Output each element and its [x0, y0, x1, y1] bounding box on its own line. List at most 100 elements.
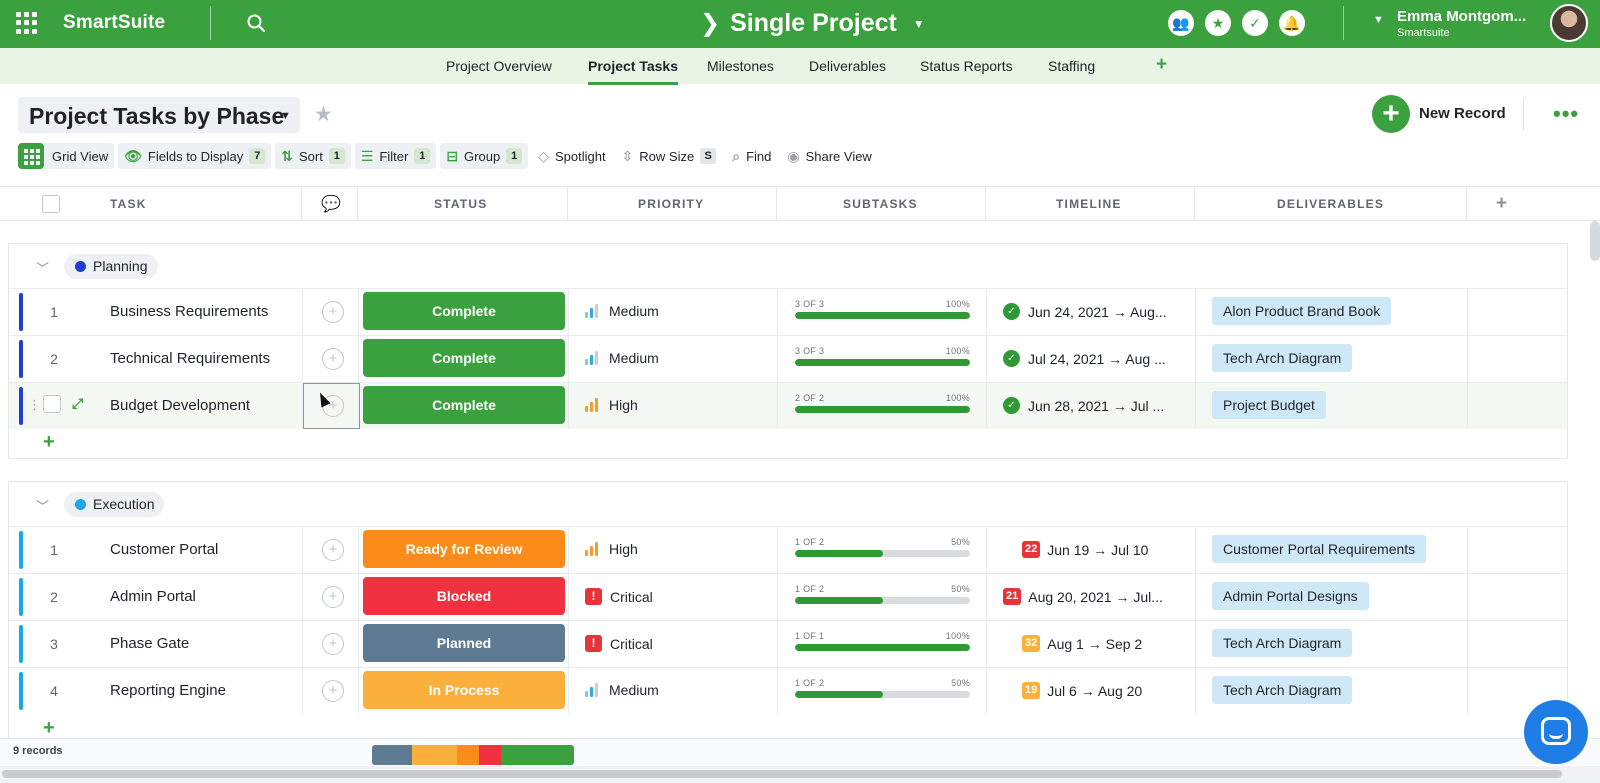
- tab-project-tasks[interactable]: Project Tasks: [588, 58, 679, 85]
- status-badge[interactable]: Complete: [363, 339, 565, 377]
- column-header-status[interactable]: STATUS: [434, 197, 488, 211]
- tab-milestones[interactable]: Milestones: [707, 58, 774, 74]
- timeline-cell[interactable]: 32 Aug 1 → Sep 2: [1022, 635, 1142, 652]
- comment-add-icon[interactable]: +: [322, 586, 344, 608]
- task-name[interactable]: Reporting Engine: [110, 682, 226, 699]
- horizontal-scrollbar[interactable]: [0, 766, 1600, 783]
- status-badge[interactable]: Blocked: [363, 577, 565, 615]
- timeline-cell[interactable]: 21 Aug 20, 2021 → Jul...: [1003, 588, 1163, 605]
- subtasks-progress[interactable]: 3 OF 3 100%: [795, 346, 970, 366]
- subtasks-progress[interactable]: 1 OF 1 100%: [795, 631, 970, 651]
- table-row[interactable]: 2 Technical Requirements + Complete Medium 3 …: [9, 335, 1567, 382]
- table-row[interactable]: 3 Phase Gate + Planned! Critical 1 OF 1 100% 32…: [9, 620, 1567, 667]
- sort-button[interactable]: ⇅ Sort 1: [275, 143, 351, 169]
- tab-staffing[interactable]: Staffing: [1048, 58, 1096, 74]
- table-row[interactable]: 1 Business Requirements + Complete Medium 3 O…: [9, 288, 1567, 335]
- deliverable-tag[interactable]: Tech Arch Diagram: [1212, 629, 1353, 657]
- group-button[interactable]: ⊟ Group 1: [440, 143, 529, 169]
- task-name[interactable]: Admin Portal: [110, 588, 196, 605]
- status-badge[interactable]: Complete: [363, 386, 565, 424]
- chat-icon[interactable]: [1524, 700, 1588, 764]
- timeline-cell[interactable]: ✓ Jun 28, 2021 → Jul ...: [1003, 397, 1164, 414]
- search-icon[interactable]: [246, 13, 266, 33]
- view-selector[interactable]: Project Tasks by Phase ▼: [18, 97, 300, 133]
- table-row[interactable]: 1 Customer Portal + Ready for Review High 1 O…: [9, 526, 1567, 573]
- new-record-label[interactable]: New Record: [1419, 105, 1506, 122]
- chevron-down-icon[interactable]: ﹀: [36, 261, 50, 276]
- table-row[interactable]: 2 Admin Portal + Blocked! Critical 1 OF 2 50% 2…: [9, 573, 1567, 620]
- star-icon[interactable]: ★: [314, 103, 333, 126]
- task-name[interactable]: Technical Requirements: [110, 350, 271, 367]
- task-name[interactable]: Phase Gate: [110, 635, 190, 652]
- task-name[interactable]: Budget Development: [110, 397, 251, 414]
- scrollbar-thumb[interactable]: [2, 770, 1562, 778]
- status-summary-bar[interactable]: [372, 745, 574, 765]
- subtasks-progress[interactable]: 1 OF 2 50%: [795, 678, 970, 698]
- subtasks-progress[interactable]: 2 OF 2 100%: [795, 393, 970, 413]
- comment-add-icon[interactable]: +: [322, 348, 344, 370]
- project-switcher[interactable]: ❯ Single Project ▼: [700, 9, 925, 38]
- column-header-timeline[interactable]: TIMELINE: [1056, 197, 1122, 211]
- timeline-cell[interactable]: ✓ Jun 24, 2021 → Aug...: [1003, 303, 1167, 320]
- priority-cell[interactable]: Medium: [585, 682, 659, 698]
- subtasks-progress[interactable]: 3 OF 3 100%: [795, 299, 970, 319]
- comment-add-icon[interactable]: +: [322, 395, 344, 417]
- task-name[interactable]: Business Requirements: [110, 303, 269, 320]
- status-badge[interactable]: Complete: [363, 292, 565, 330]
- priority-cell[interactable]: High: [585, 541, 638, 557]
- add-row-button[interactable]: +: [43, 717, 55, 739]
- column-header-task[interactable]: TASK: [110, 197, 147, 211]
- table-row[interactable]: 4 Reporting Engine + In Process Medium 1 OF 2…: [9, 667, 1567, 714]
- timeline-cell[interactable]: 22 Jun 19 → Jul 10: [1022, 541, 1148, 558]
- brand-logo[interactable]: SmartSuite: [63, 12, 166, 33]
- priority-cell[interactable]: ! Critical: [585, 588, 653, 605]
- subtasks-progress[interactable]: 1 OF 2 50%: [795, 537, 970, 557]
- filter-button[interactable]: ☰ Filter 1: [354, 143, 437, 169]
- priority-cell[interactable]: Medium: [585, 350, 659, 366]
- share-view-button[interactable]: ◉ Share View: [781, 143, 877, 169]
- add-tab-button[interactable]: +: [1156, 54, 1168, 75]
- spotlight-button[interactable]: ◇ Spotlight: [532, 143, 611, 169]
- table-row[interactable]: ⋮⋮ ⤢ Budget Development + Complete High 2 OF 2…: [9, 382, 1567, 429]
- avatar[interactable]: [1550, 4, 1588, 42]
- row-checkbox[interactable]: [43, 395, 61, 413]
- deliverable-tag[interactable]: Tech Arch Diagram: [1212, 344, 1353, 372]
- user-name[interactable]: Emma Montgom...: [1397, 8, 1527, 25]
- task-name[interactable]: Customer Portal: [110, 541, 219, 558]
- subtasks-progress[interactable]: 1 OF 2 50%: [795, 584, 970, 604]
- column-header-subtasks[interactable]: SUBTASKS: [843, 197, 918, 211]
- tab-status-reports[interactable]: Status Reports: [920, 58, 1013, 74]
- column-header-deliverables[interactable]: DELIVERABLES: [1277, 197, 1385, 211]
- team-icon[interactable]: 👥: [1168, 10, 1194, 36]
- column-header-priority[interactable]: PRIORITY: [638, 197, 705, 211]
- add-row-button[interactable]: +: [43, 431, 55, 453]
- tab-deliverables[interactable]: Deliverables: [809, 58, 887, 74]
- priority-cell[interactable]: High: [585, 397, 638, 413]
- check-icon[interactable]: ✓: [1242, 10, 1268, 36]
- deliverable-tag[interactable]: Customer Portal Requirements: [1212, 535, 1427, 563]
- apps-grid-icon[interactable]: [16, 12, 38, 34]
- more-icon[interactable]: •••: [1553, 101, 1580, 126]
- status-badge[interactable]: Ready for Review: [363, 530, 565, 568]
- deliverable-tag[interactable]: Project Budget: [1212, 391, 1326, 419]
- timeline-cell[interactable]: 19 Jul 6 → Aug 20: [1022, 682, 1142, 699]
- deliverable-tag[interactable]: Alon Product Brand Book: [1212, 297, 1392, 325]
- add-column-button[interactable]: +: [1496, 193, 1509, 214]
- comment-add-icon[interactable]: +: [322, 539, 344, 561]
- priority-cell[interactable]: ! Critical: [585, 635, 653, 652]
- chevron-down-icon[interactable]: ▼: [1373, 14, 1384, 26]
- comment-add-icon[interactable]: +: [322, 680, 344, 702]
- bell-icon[interactable]: 🔔: [1279, 10, 1305, 36]
- comment-add-icon[interactable]: +: [322, 301, 344, 323]
- status-badge[interactable]: In Process: [363, 671, 565, 709]
- priority-cell[interactable]: Medium: [585, 303, 659, 319]
- chevron-down-icon[interactable]: ﹀: [36, 499, 50, 514]
- vertical-scrollbar[interactable]: [1590, 221, 1600, 261]
- fields-to-display-button[interactable]: 👁 Fields to Display 7: [118, 143, 272, 169]
- tab-project-overview[interactable]: Project Overview: [446, 58, 552, 74]
- select-all-checkbox[interactable]: [42, 195, 60, 213]
- timeline-cell[interactable]: ✓ Jul 24, 2021 → Aug ...: [1003, 350, 1166, 367]
- deliverable-tag[interactable]: Tech Arch Diagram: [1212, 676, 1353, 704]
- expand-icon[interactable]: ⤢: [72, 395, 84, 411]
- row-size-button[interactable]: ⇳ Row Size S: [616, 143, 723, 169]
